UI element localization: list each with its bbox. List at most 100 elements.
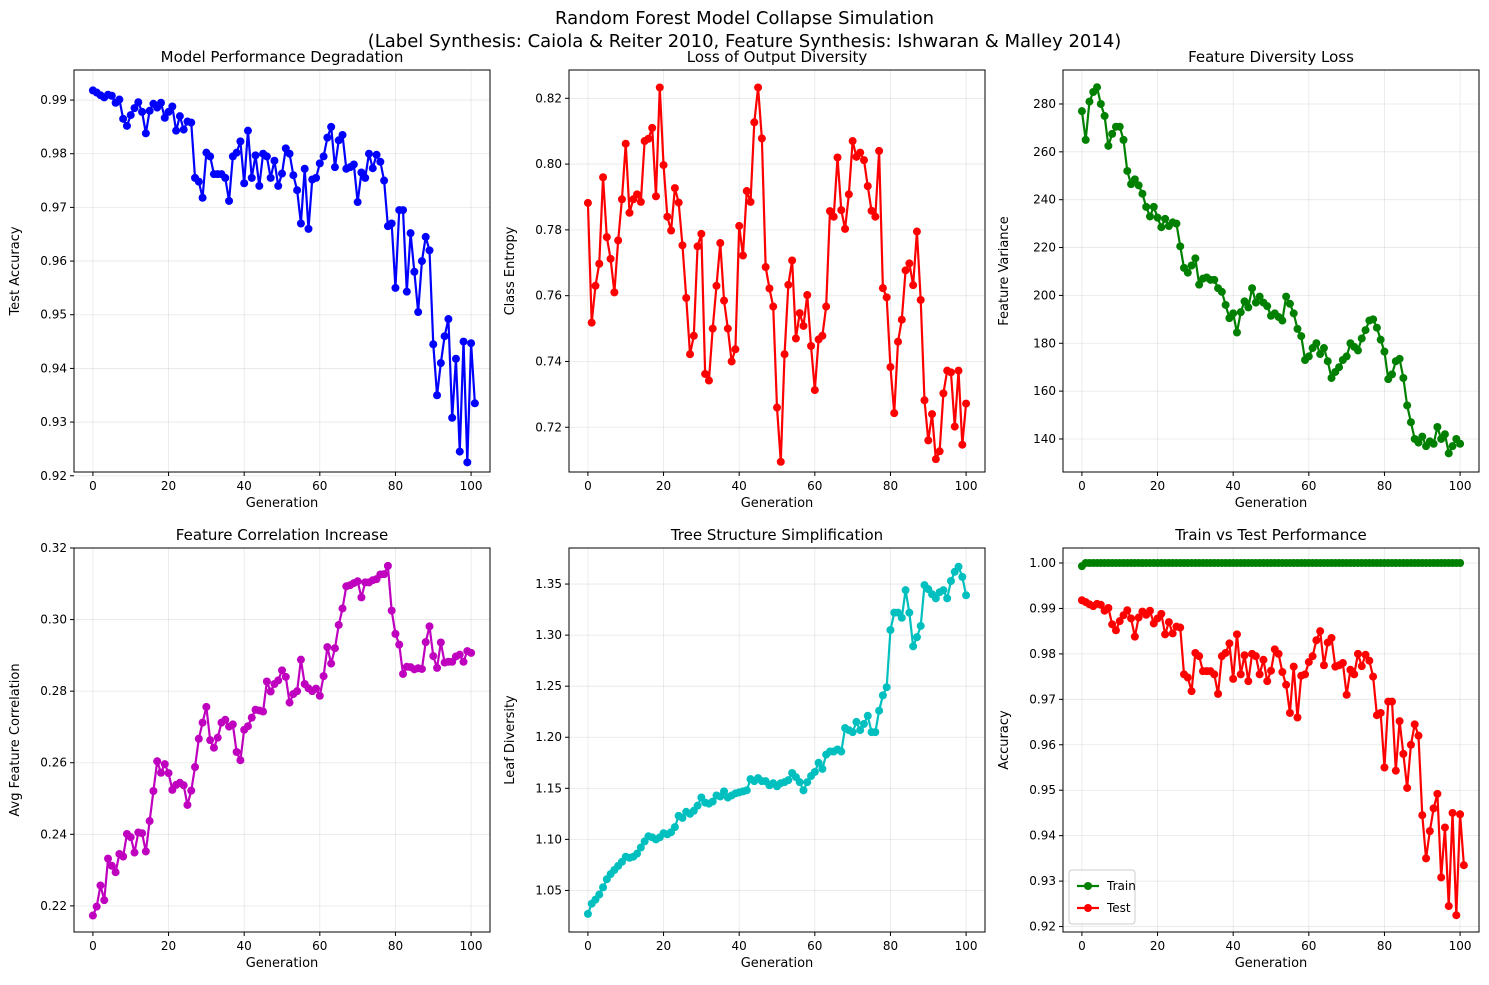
data-point (206, 152, 215, 161)
data-point (1251, 298, 1260, 307)
data-point (1221, 300, 1230, 309)
data-point (304, 224, 313, 233)
data-point (810, 767, 819, 776)
x-tick-label: 60 (807, 939, 822, 953)
data-point (962, 399, 971, 408)
legend-marker (1084, 882, 1092, 890)
data-point (1429, 439, 1438, 448)
data-point (1433, 423, 1442, 432)
subplot-3: 0 20 40 60 80 100 140 160 180 200 220 240 260 280 Feat… (997, 48, 1480, 511)
data-point (225, 196, 234, 205)
data-point (1456, 559, 1465, 567)
data-point (871, 212, 880, 221)
y-tick-label: 1.10 (535, 832, 562, 846)
data-point (844, 190, 853, 199)
data-point (795, 309, 804, 318)
data-point (670, 184, 679, 193)
data-point (1406, 740, 1415, 749)
data-point (1312, 636, 1321, 645)
data-point (648, 123, 657, 132)
data-point (383, 561, 392, 570)
data-point (1353, 649, 1362, 658)
data-point (1357, 662, 1366, 671)
data-point (723, 324, 732, 333)
data-point (742, 786, 751, 795)
data-point (833, 153, 842, 162)
data-point (1153, 213, 1162, 222)
data-point (1210, 275, 1219, 284)
legend-marker (1084, 904, 1092, 912)
data-point (882, 683, 891, 692)
data-point (780, 350, 789, 359)
x-tick-label: 100 (460, 939, 483, 953)
data-point (1130, 632, 1139, 641)
x-tick-label: 100 (955, 939, 978, 953)
legend-label: Test (1106, 901, 1131, 915)
data-point (270, 156, 279, 165)
data-point (262, 677, 271, 686)
data-point (1335, 363, 1344, 372)
data-point (289, 171, 298, 180)
data-point (912, 633, 921, 642)
data-point (746, 197, 755, 206)
data-point (429, 652, 438, 661)
data-point (293, 186, 302, 195)
data-point (1145, 606, 1154, 615)
data-point (448, 413, 457, 422)
data-point (935, 447, 944, 456)
data-point (863, 182, 872, 191)
data-point (1440, 823, 1449, 832)
data-point (1418, 432, 1427, 441)
series-1 (88, 86, 479, 467)
x-tick-label: 0 (89, 939, 97, 953)
data-point (595, 890, 604, 899)
data-point (1418, 811, 1427, 820)
data-point (871, 728, 880, 737)
data-point (160, 113, 169, 122)
data-point (1229, 309, 1238, 318)
subplot-4: 0 20 40 60 80 100 0.22 0.24 0.26 0.28 0.30 0.32 Feat… (8, 526, 491, 971)
data-point (701, 369, 710, 378)
data-point (451, 354, 460, 363)
data-point (924, 436, 933, 445)
x-tick-label: 100 (955, 479, 978, 493)
series-1 (583, 83, 971, 466)
data-point (1282, 292, 1291, 301)
data-point (1285, 299, 1294, 308)
data-point (1134, 181, 1143, 190)
data-point (905, 259, 914, 268)
data-point (327, 122, 336, 131)
subplot-6: 0 20 40 60 80 100 0.92 0.93 0.94 0.95 0.96 0.97 0.98… (997, 526, 1480, 971)
data-point (1448, 808, 1457, 817)
data-point (387, 219, 396, 228)
subplot-title: Feature Correlation Increase (176, 526, 388, 544)
data-point (958, 440, 967, 449)
x-tick-label: 80 (1377, 479, 1392, 493)
data-point (799, 321, 808, 330)
data-point (399, 206, 408, 215)
data-point (946, 368, 955, 377)
data-point (315, 159, 324, 168)
axes-frame (568, 69, 986, 473)
data-point (327, 659, 336, 668)
data-point (841, 224, 850, 233)
data-point (1191, 254, 1200, 263)
data-point (399, 669, 408, 678)
data-point (1293, 324, 1302, 333)
data-point (1096, 600, 1105, 609)
data-point (194, 177, 203, 186)
x-tick-label: 80 (388, 479, 403, 493)
series-1 (583, 562, 971, 918)
data-point (240, 179, 249, 188)
data-point (784, 776, 793, 785)
data-point (296, 655, 305, 664)
x-axis-label: Generation (1235, 496, 1308, 511)
data-point (380, 176, 389, 185)
data-point (417, 257, 426, 266)
data-point (1251, 652, 1260, 661)
data-point (1297, 332, 1306, 341)
data-point (126, 833, 135, 842)
data-point (962, 591, 971, 600)
data-point (266, 173, 275, 182)
data-point (1289, 309, 1298, 318)
